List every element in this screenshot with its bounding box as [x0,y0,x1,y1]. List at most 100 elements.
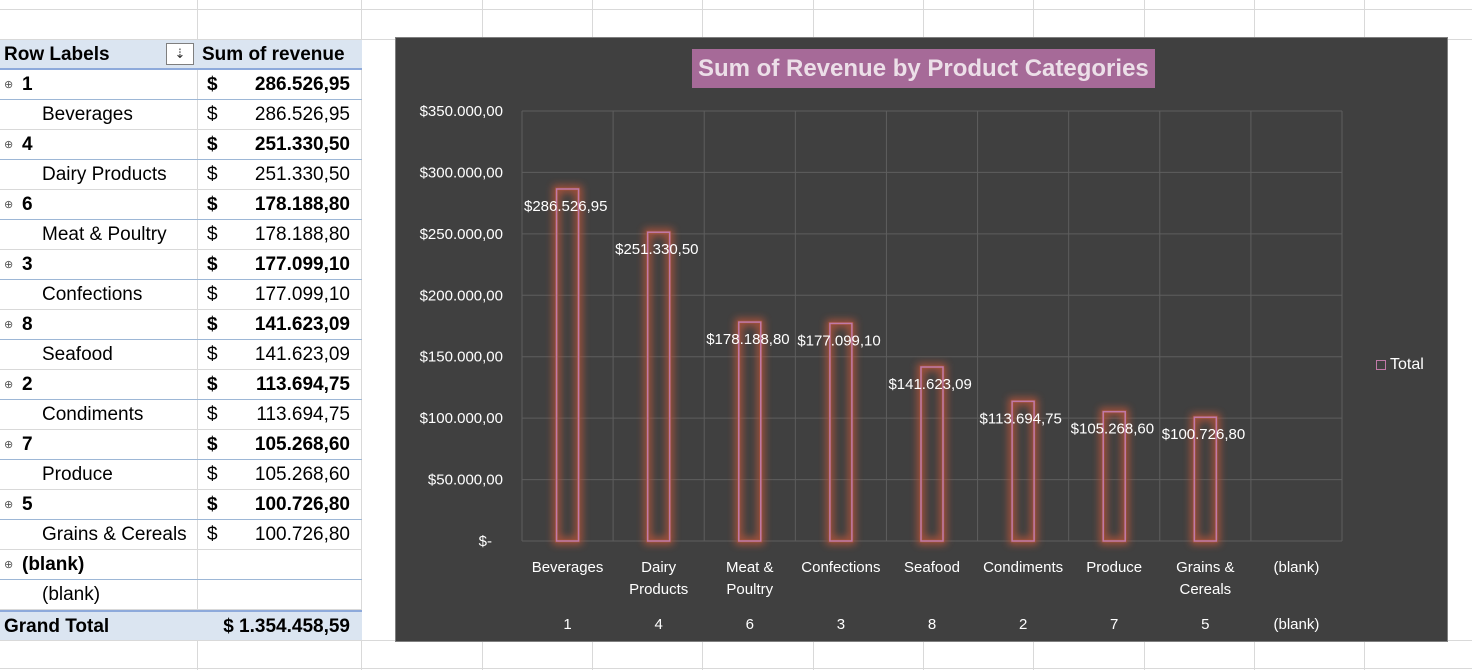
pivot-item-row[interactable]: Produce $105.268,60 [0,460,362,490]
pivot-group-row[interactable]: ⊕ 5 $100.726,80 [0,490,362,520]
pivot-item-row[interactable]: (blank) [0,580,362,610]
y-tick-label: $100.000,00 [420,410,503,427]
x-group-label: (blank) [1274,616,1320,633]
chart-plot-area[interactable]: $- $50.000,00 $100.000,00 $150.000,00 $200.0… [396,38,1449,643]
y-tick-label: $300.000,00 [420,164,503,181]
pivot-item-row[interactable]: Confections $177.099,10 [0,280,362,310]
currency-symbol: $ [207,284,218,305]
bar-glow [553,185,583,545]
row-label: 2 [22,374,33,395]
y-tick-label: $150.000,00 [420,349,503,366]
row-label: Seafood [42,344,113,365]
pivot-item-row[interactable]: Dairy Products $251.330,50 [0,160,362,190]
sort-filter-dropdown-icon[interactable]: ⇣ [166,43,194,65]
revenue-value: 286.526,95 [254,104,350,125]
data-label: $141.623,09 [888,376,971,393]
revenue-value: 113.694,75 [255,374,350,395]
x-tick-label: Poultry [726,581,773,598]
x-tick-label: Produce [1086,559,1142,576]
pivot-item-row[interactable]: Beverages $286.526,95 [0,100,362,130]
bar-glow [735,318,765,545]
bar[interactable] [920,366,944,542]
revenue-chart[interactable]: Sum of Revenue by Product Categories $- $… [395,37,1448,642]
data-label: $251.330,50 [615,241,698,258]
currency-symbol: $ [207,374,218,395]
pivot-item-row[interactable]: Grains & Cereals $100.726,80 [0,520,362,550]
row-label: Condiments [42,404,144,425]
row-label: 6 [22,194,33,215]
collapse-expand-icon[interactable]: ⊕ [4,379,14,391]
legend-label: Total [1390,356,1424,373]
chart-title[interactable]: Sum of Revenue by Product Categories [692,49,1155,88]
value-field-header[interactable]: Sum of revenue [202,44,345,65]
x-tick-label: Cereals [1179,581,1231,598]
pivot-group-row[interactable]: ⊕ 4 $251.330,50 [0,130,362,160]
currency-symbol: $ [207,224,218,245]
pivot-item-row[interactable]: Condiments $113.694,75 [0,400,362,430]
x-group-label: 7 [1110,616,1118,633]
pivot-table: Row Labels ⇣ Sum of revenue ⊕ 1 $286.526,9… [0,40,362,640]
chart-legend[interactable]: Total [1376,356,1424,374]
collapse-expand-icon[interactable]: ⊕ [4,319,14,331]
collapse-expand-icon[interactable]: ⊕ [4,79,14,91]
legend-swatch-icon [1376,360,1386,370]
pivot-group-row[interactable]: ⊕ 6 $178.188,80 [0,190,362,220]
pivot-group-row[interactable]: ⊕ 3 $177.099,10 [0,250,362,280]
x-group-label: 6 [746,616,754,633]
bar[interactable] [829,322,853,542]
data-label: $105.268,60 [1071,421,1154,438]
collapse-expand-icon[interactable]: ⊕ [4,199,14,211]
collapse-expand-icon[interactable]: ⊕ [4,139,14,151]
row-label: (blank) [22,554,85,575]
bar[interactable] [738,321,762,542]
revenue-value: 100.726,80 [254,494,350,515]
revenue-value: 141.623,09 [254,314,350,335]
row-label: 8 [22,314,33,335]
revenue-value: 251.330,50 [254,164,350,185]
grid-column-line [361,0,362,670]
row-label: 1 [22,74,33,95]
bar[interactable] [646,231,671,542]
x-tick-label: Dairy [641,559,677,576]
pivot-group-row[interactable]: ⊕ 1 $286.526,95 [0,70,362,100]
pivot-group-row[interactable]: ⊕ 8 $141.623,09 [0,310,362,340]
data-label: $178.188,80 [706,331,789,348]
grand-total-label: Grand Total [4,616,110,637]
collapse-expand-icon[interactable]: ⊕ [4,559,14,571]
pivot-group-row[interactable]: ⊕ (blank) [0,550,362,580]
revenue-value: 178.188,80 [254,194,350,215]
revenue-value: 286.526,95 [254,74,350,95]
row-label: (blank) [42,584,101,605]
collapse-expand-icon[interactable]: ⊕ [4,259,14,271]
currency-symbol: $ [207,314,218,335]
revenue-value: 177.099,10 [254,254,350,275]
x-tick-label: Confections [801,559,880,576]
x-tick-label: Condiments [983,559,1063,576]
collapse-expand-icon[interactable]: ⊕ [4,439,14,451]
currency-symbol: $ [207,74,218,95]
bar[interactable] [1102,410,1126,542]
pivot-item-row[interactable]: Seafood $141.623,09 [0,340,362,370]
data-label: $100.726,80 [1162,426,1245,443]
collapse-expand-icon[interactable]: ⊕ [4,499,14,511]
y-tick-label: $200.000,00 [420,287,503,304]
pivot-header-row: Row Labels ⇣ Sum of revenue [0,40,362,70]
grid-column-line [197,0,198,670]
pivot-group-row[interactable]: ⊕ 2 $113.694,75 [0,370,362,400]
pivot-group-row[interactable]: ⊕ 7 $105.268,60 [0,430,362,460]
bar-glow [917,363,947,545]
bar[interactable] [1193,416,1218,542]
row-label: Produce [42,464,113,485]
bar[interactable] [1011,400,1035,542]
bar[interactable] [555,188,580,542]
pivot-item-row[interactable]: Meat & Poultry $178.188,80 [0,220,362,250]
currency-symbol: $ [207,464,218,485]
grand-total-value: $ 1.354.458,59 [223,616,350,637]
data-label: $177.099,10 [797,332,880,349]
currency-symbol: $ [207,194,218,215]
currency-symbol: $ [207,494,218,515]
row-labels-header[interactable]: Row Labels [4,44,110,65]
revenue-value: 178.188,80 [254,224,350,245]
x-tick-label: (blank) [1274,559,1320,576]
revenue-value: 251.330,50 [254,134,350,155]
